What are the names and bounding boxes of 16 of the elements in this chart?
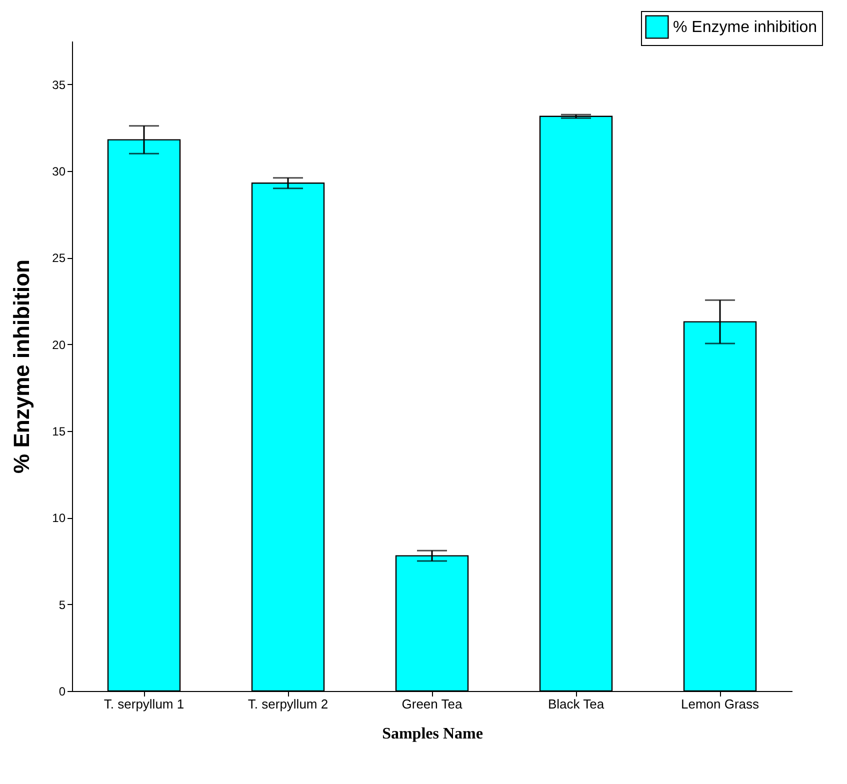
y-tick-label: 5 xyxy=(58,598,66,612)
x-axis-title: Samples Name xyxy=(382,726,483,742)
legend-label: % Enzyme inhibition xyxy=(673,19,818,36)
x-tick-label: T. serpyllum 2 xyxy=(248,696,328,712)
y-axis-title: % Enzyme inhibition xyxy=(9,260,34,474)
x-tick-label: T. serpyllum 1 xyxy=(104,696,184,712)
y-tick-label: 30 xyxy=(52,164,66,178)
y-tick-label: 20 xyxy=(52,338,66,352)
y-tick-label: 0 xyxy=(58,684,66,698)
x-tick-label: Black Tea xyxy=(548,696,605,712)
x-tick-label: Green Tea xyxy=(402,696,464,712)
y-tick-label: 35 xyxy=(52,78,66,92)
y-tick-label: 25 xyxy=(52,251,66,266)
y-tick-label: 15 xyxy=(52,424,66,438)
x-tick-label: Lemon Grass xyxy=(680,696,760,712)
y-tick-label: 10 xyxy=(52,511,66,526)
